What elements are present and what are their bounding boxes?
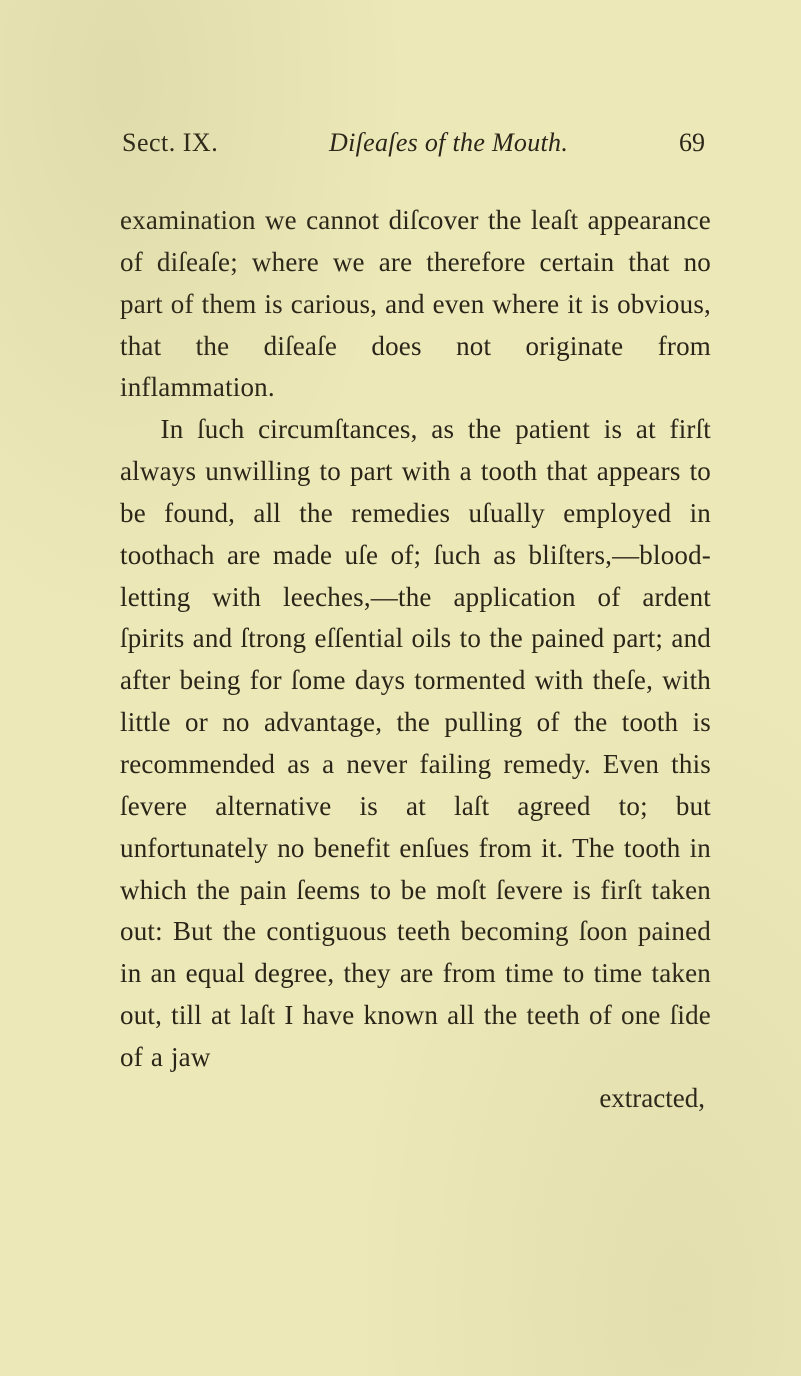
body-text: examination we cannot diſcover the leaſt… (120, 200, 711, 1079)
paragraph: examination we cannot diſcover the leaſt… (120, 200, 711, 409)
scanned-page: Sect. IX. Diſeaſes of the Mouth. 69 exam… (0, 0, 801, 1376)
running-title: Diſeaſes of the Mouth. (329, 128, 568, 158)
page-number: 69 (679, 128, 705, 158)
running-header: Sect. IX. Diſeaſes of the Mouth. 69 (120, 128, 711, 158)
section-label: Sect. IX. (122, 128, 218, 158)
catchword: extracted, (120, 1083, 711, 1114)
paragraph: In ſuch circumſtances, as the patient is… (120, 409, 711, 1079)
